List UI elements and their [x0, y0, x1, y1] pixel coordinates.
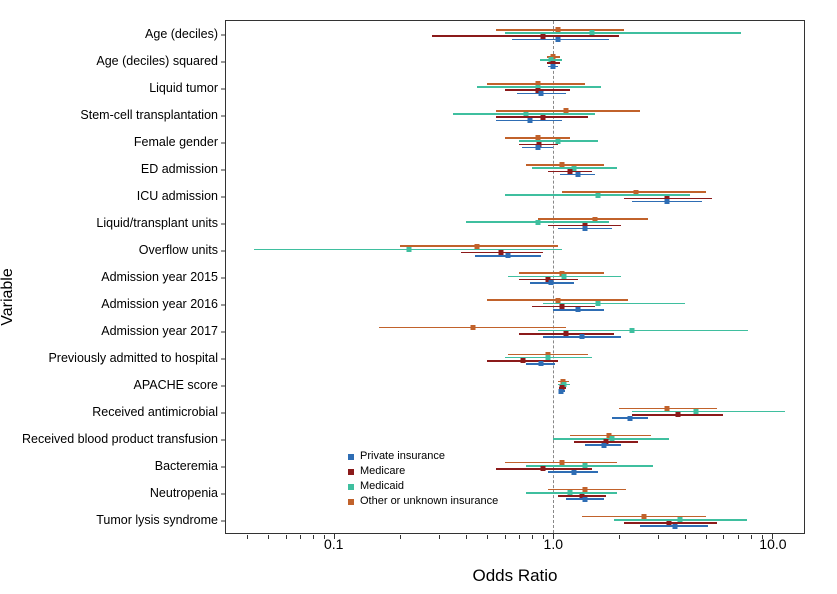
variable-label: Age (deciles): [145, 27, 218, 41]
legend-label: Private insurance: [360, 449, 445, 464]
point-estimate: [527, 118, 532, 123]
variable-label: APACHE score: [133, 378, 218, 392]
point-estimate: [539, 361, 544, 366]
point-estimate: [579, 334, 584, 339]
variable-label: Bacteremia: [155, 459, 218, 473]
legend-swatch: [348, 454, 354, 460]
variable-label: Liquid tumor: [149, 81, 218, 95]
point-estimate: [551, 64, 556, 69]
legend-item: Medicaid: [348, 479, 498, 494]
variable-label: Female gender: [134, 135, 218, 149]
x-tick-label: 10.0: [759, 536, 786, 552]
x-axis-title: Odds Ratio: [225, 566, 805, 586]
legend-item: Medicare: [348, 464, 498, 479]
point-estimate: [572, 470, 577, 475]
point-estimate: [505, 253, 510, 258]
ci-line: [632, 411, 785, 413]
legend-item: Other or unknown insurance: [348, 494, 498, 509]
variable-label: Admission year 2016: [101, 297, 218, 311]
legend-swatch: [348, 499, 354, 505]
variable-label: Overflow units: [139, 243, 218, 257]
variable-label: Received antimicrobial: [92, 405, 218, 419]
variable-label: ICU admission: [137, 189, 218, 203]
point-estimate: [535, 145, 540, 150]
variable-label: Admission year 2015: [101, 270, 218, 284]
legend: Private insuranceMedicareMedicaidOther o…: [348, 449, 498, 509]
variable-label: Neutropenia: [150, 486, 218, 500]
x-tick-label: 0.1: [324, 536, 343, 552]
legend-swatch: [348, 469, 354, 475]
point-estimate: [675, 412, 680, 417]
x-axis-ticks: 0.1 1.0 10.0: [225, 536, 805, 556]
point-estimate: [595, 301, 600, 306]
variable-label: Tumor lysis syndrome: [96, 513, 218, 527]
variable-label: Stem-cell transplantation: [80, 108, 218, 122]
forest-plot-chart: Variable Age (deciles)Age (deciles) squa…: [0, 0, 837, 594]
x-tick-label: 1.0: [544, 536, 563, 552]
ci-line: [512, 39, 609, 41]
ci-line: [538, 330, 749, 332]
legend-label: Other or unknown insurance: [360, 494, 498, 509]
point-estimate: [407, 247, 412, 252]
point-estimate: [672, 524, 677, 529]
variable-label: Previously admitted to hospital: [48, 351, 218, 365]
point-estimate: [549, 280, 554, 285]
y-axis-labels: Age (deciles) Age (deciles) squared Liquid…: [0, 20, 218, 534]
variable-label: Received blood product transfusion: [22, 432, 218, 446]
point-estimate: [535, 220, 540, 225]
point-estimate: [595, 193, 600, 198]
point-estimate: [664, 199, 669, 204]
legend-label: Medicare: [360, 464, 405, 479]
variable-label: ED admission: [141, 162, 218, 176]
point-estimate: [559, 389, 564, 394]
point-estimate: [576, 307, 581, 312]
legend-item: Private insurance: [348, 449, 498, 464]
point-estimate: [583, 226, 588, 231]
variable-label: Age (deciles) squared: [96, 54, 218, 68]
legend-label: Medicaid: [360, 479, 404, 494]
legend-swatch: [348, 484, 354, 490]
point-estimate: [601, 443, 606, 448]
point-estimate: [470, 325, 475, 330]
variable-label: Admission year 2017: [101, 324, 218, 338]
point-estimate: [583, 497, 588, 502]
variable-label: Liquid/transplant units: [96, 216, 218, 230]
point-estimate: [630, 328, 635, 333]
point-estimate: [541, 466, 546, 471]
point-estimate: [628, 416, 633, 421]
point-estimate: [576, 172, 581, 177]
point-estimate: [555, 37, 560, 42]
point-estimate: [539, 91, 544, 96]
plot-area: Private insuranceMedicareMedicaidOther o…: [225, 20, 805, 534]
ci-line: [432, 35, 619, 37]
